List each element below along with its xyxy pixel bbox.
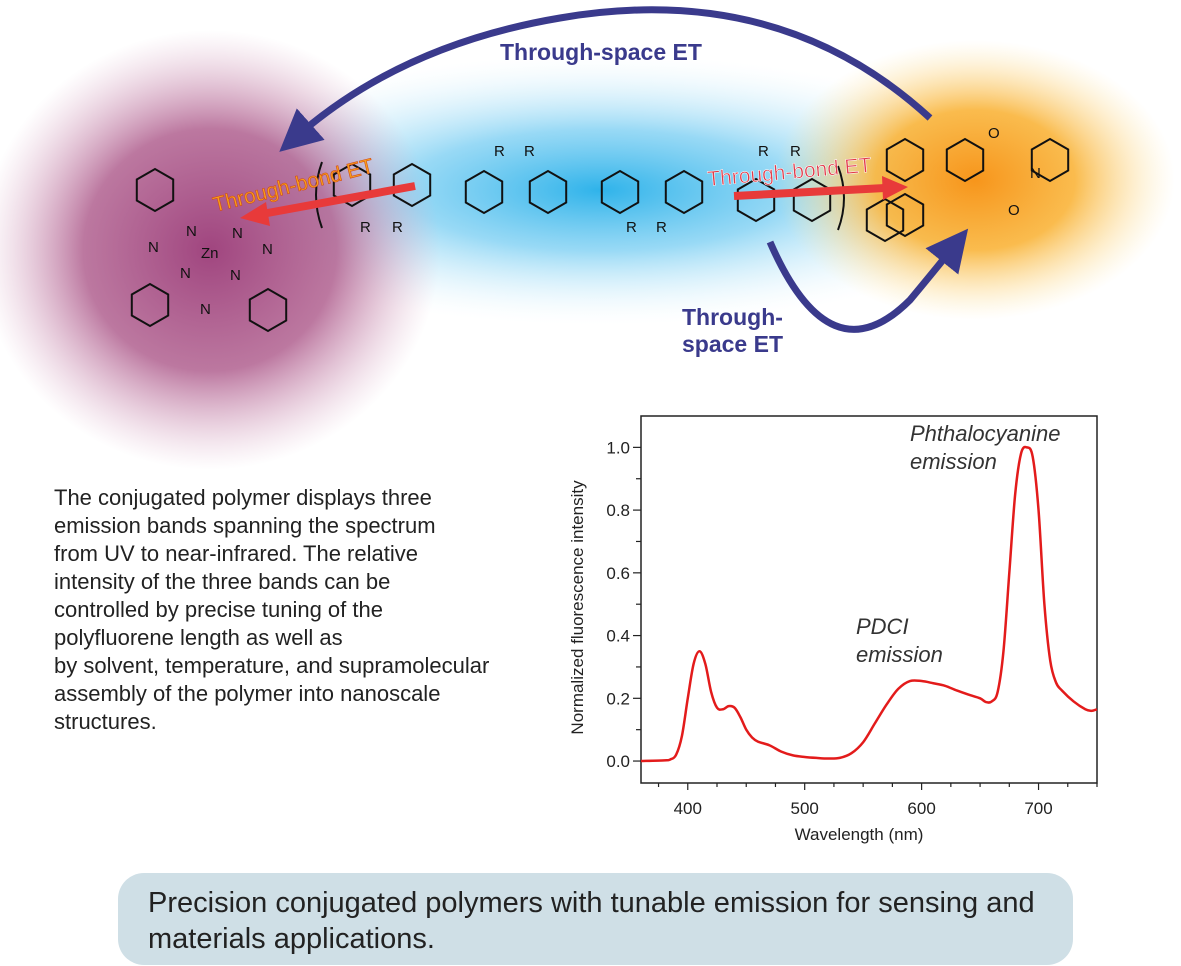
- through-space-label-bottom-1: Through-: [682, 304, 783, 330]
- n-atom-label: N: [262, 241, 273, 258]
- benzene-ring: [464, 169, 504, 215]
- n-atom-label: N: [1030, 165, 1041, 182]
- description-line: structures.: [54, 709, 157, 734]
- x-tick-label: 700: [1024, 799, 1052, 818]
- emission-spectrum-line: [640, 445, 1098, 763]
- r-label: R: [524, 143, 535, 160]
- energy-transfer-scheme: Zn N N N N N N N R R R R R R R R O O N T…: [0, 6, 1175, 470]
- y-tick-label: 0.6: [606, 564, 630, 583]
- y-tick-label: 0.4: [606, 627, 630, 646]
- x-tick-label: 600: [907, 799, 935, 818]
- description-line: controlled by precise tuning of the: [54, 597, 383, 622]
- annotation-label: PDCI: [856, 614, 909, 639]
- o-label: O: [988, 125, 1000, 142]
- benzene-ring: [664, 169, 704, 215]
- benzene-ring: [528, 169, 568, 215]
- plot-frame: [640, 415, 1098, 784]
- through-space-arrow-top: [279, 6, 933, 152]
- polymer-brackets: [315, 161, 845, 231]
- n-atom-label: N: [180, 265, 191, 282]
- benzene-ring: [392, 162, 432, 208]
- description-line: intensity of the three bands can be: [54, 569, 391, 594]
- benzene-ring: [885, 192, 925, 238]
- atom-labels: Zn N N N N N N N R R R R R R R R O O N: [148, 125, 1041, 318]
- benzene-ring: [885, 137, 925, 183]
- n-atom-label: N: [186, 223, 197, 240]
- r-label: R: [790, 143, 801, 160]
- description-line: from UV to near-infrared. The relative: [54, 541, 418, 566]
- r-label: R: [656, 219, 667, 236]
- description-line: polyfluorene length as well as: [54, 625, 343, 650]
- n-atom-label: N: [200, 301, 211, 318]
- o-label: O: [1008, 202, 1020, 219]
- benzene-ring: [1030, 137, 1070, 183]
- r-label: R: [392, 219, 403, 236]
- through-bond-arrow-right: [733, 176, 908, 200]
- zn-atom-label: Zn: [201, 245, 219, 262]
- benzene-ring: [135, 167, 175, 213]
- description-text: The conjugated polymer displays three em…: [54, 484, 574, 736]
- benzene-ring: [600, 169, 640, 215]
- benzene-ring: [865, 197, 905, 243]
- benzene-ring: [945, 137, 985, 183]
- through-space-label-top: Through-space ET: [500, 39, 702, 65]
- benzene-ring: [248, 287, 288, 333]
- description-line: The conjugated polymer displays three: [54, 485, 432, 510]
- description-line: emission bands spanning the spectrum: [54, 513, 436, 538]
- through-space-arrow-bottom: [766, 228, 969, 333]
- benzene-ring: [130, 282, 170, 328]
- description-line: by solvent, temperature, and supramolecu…: [54, 653, 490, 678]
- through-bond-arrow-left: [240, 182, 416, 226]
- r-label: R: [758, 143, 769, 160]
- r-label: R: [494, 143, 505, 160]
- x-axis-label: Wavelength (nm): [795, 825, 924, 844]
- caption-box: Precision conjugated polymers with tunab…: [118, 873, 1073, 965]
- caption-text: Precision conjugated polymers with tunab…: [148, 887, 1035, 955]
- n-atom-label: N: [230, 267, 241, 284]
- phthalocyanine-glow: [0, 30, 440, 470]
- x-tick-label: 500: [791, 799, 819, 818]
- benzene-ring: [736, 177, 776, 223]
- annotation-label: emission: [856, 642, 943, 667]
- description-line: assembly of the polymer into nanoscale: [54, 681, 441, 706]
- n-atom-label: N: [148, 239, 159, 256]
- benzene-ring: [332, 162, 372, 208]
- through-space-label-bottom-2: space ET: [682, 331, 783, 357]
- x-tick-label: 400: [674, 799, 702, 818]
- y-tick-label: 0.0: [606, 752, 630, 771]
- n-atom-label: N: [232, 225, 243, 242]
- r-label: R: [360, 219, 371, 236]
- y-tick-label: 0.8: [606, 501, 630, 520]
- y-tick-label: 0.2: [606, 689, 630, 708]
- r-label: R: [626, 219, 637, 236]
- pdci-glow: [775, 40, 1175, 320]
